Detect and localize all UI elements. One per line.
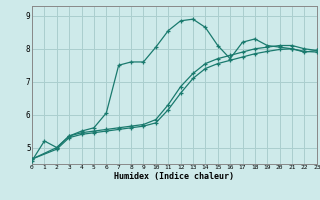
X-axis label: Humidex (Indice chaleur): Humidex (Indice chaleur) [115, 172, 234, 181]
